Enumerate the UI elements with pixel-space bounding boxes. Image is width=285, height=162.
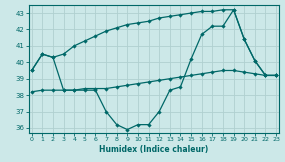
X-axis label: Humidex (Indice chaleur): Humidex (Indice chaleur) [99,145,209,154]
